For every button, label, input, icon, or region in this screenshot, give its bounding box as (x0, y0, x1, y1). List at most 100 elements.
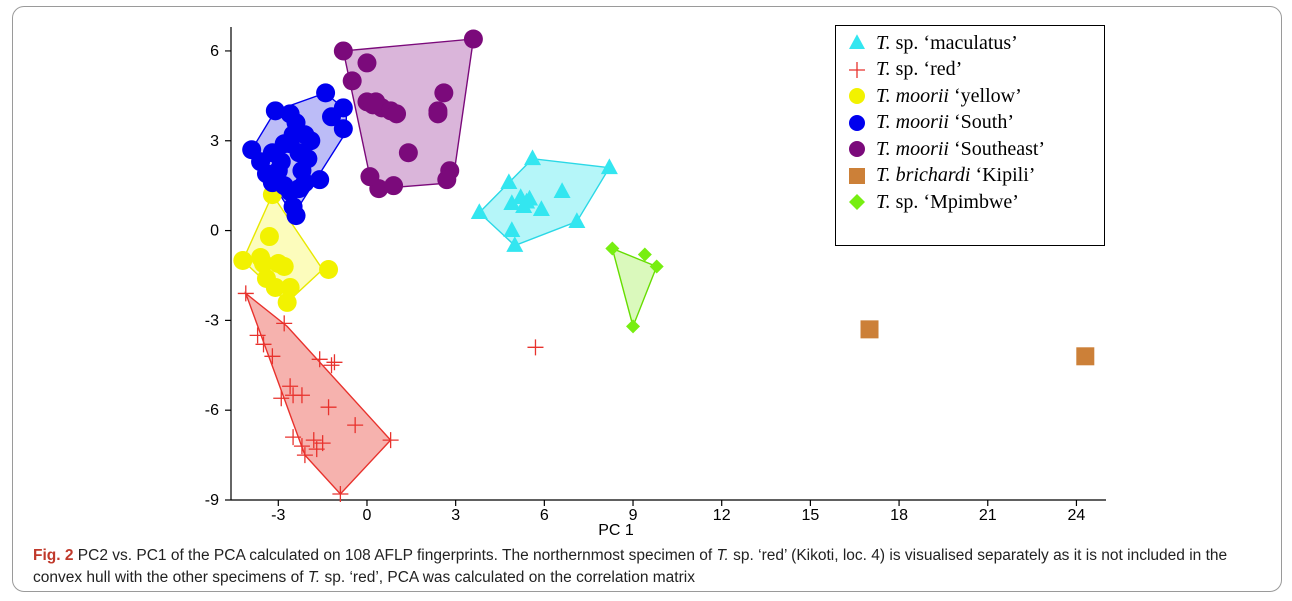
point-series-4 (384, 176, 404, 196)
x-tick-label: 3 (451, 507, 460, 524)
figure-label: Fig. 2 (33, 547, 74, 564)
point-series-5 (860, 320, 879, 339)
x-tick-label: 18 (890, 507, 908, 524)
hull-series-1 (244, 291, 392, 496)
point-series-1 (293, 387, 310, 404)
point-series-3 (265, 101, 285, 121)
legend-marker-shape (849, 34, 865, 50)
legend-label-rest: ‘South’ (948, 111, 1014, 134)
legend-marker (849, 114, 865, 131)
point-series-3 (310, 170, 330, 190)
point-series-2 (254, 254, 274, 273)
point-series-0 (524, 149, 542, 166)
point-series-4 (333, 41, 353, 61)
caption-segment: sp. ‘red’ (Kikoti, loc. 4) is visualised… (33, 547, 1228, 586)
point-series-2 (274, 256, 294, 276)
legend-label-italic: T. (876, 58, 891, 81)
point-series-4 (342, 71, 362, 91)
hull-series-6 (611, 247, 658, 329)
legend-label-rest: ‘Southeast’ (948, 137, 1046, 160)
legend-marker (849, 88, 865, 105)
point-series-1 (285, 429, 302, 446)
legend-marker-shape (849, 88, 865, 105)
legend-item: T. moorii ‘yellow’ (846, 83, 1104, 110)
point-series-3 (242, 140, 262, 160)
point-series-0 (506, 236, 524, 252)
point-series-1 (276, 315, 293, 332)
legend-label-rest: sp. ‘Mpimbwe’ (890, 190, 1019, 213)
x-axis-label: PC 1 (598, 522, 634, 537)
point-series-3 (301, 131, 321, 151)
legend-label-rest: sp. ‘maculatus’ (890, 31, 1018, 54)
point-series-2 (259, 227, 279, 247)
point-series-3 (286, 206, 306, 226)
y-tick-label: -6 (205, 402, 219, 419)
legend-label: T. moorii ‘South’ (876, 111, 1014, 134)
legend-marker (849, 141, 865, 158)
point-series-2 (280, 277, 300, 297)
legend-marker-shape (849, 114, 865, 131)
point-series-1 (273, 390, 290, 407)
legend-marker (849, 167, 865, 184)
point-series-3 (333, 98, 353, 118)
point-series-1 (249, 327, 266, 344)
point-series-0 (515, 197, 533, 213)
legend-label-italic: T. (876, 31, 891, 54)
point-series-1 (527, 339, 544, 356)
legend-label-italic: T. (876, 190, 891, 213)
legend-label-italic: T. moorii (876, 84, 949, 107)
legend-label: T. moorii ‘yellow’ (876, 85, 1022, 108)
legend-marker-shape (849, 61, 865, 78)
x-tick-label: 24 (1068, 507, 1086, 524)
point-series-6 (637, 247, 652, 262)
x-tick-label: 6 (540, 507, 549, 524)
x-tick-label: -3 (271, 507, 285, 524)
point-series-4 (360, 167, 380, 187)
point-series-1 (311, 351, 328, 368)
legend-item: T. moorii ‘Southeast’ (846, 136, 1104, 163)
point-series-4 (428, 104, 448, 124)
point-series-2 (233, 251, 253, 271)
legend-label-rest: sp. ‘red’ (890, 58, 963, 81)
point-series-4 (434, 83, 454, 103)
legend-label: T. sp. ‘Mpimbwe’ (876, 191, 1019, 214)
legend-item: T. sp. ‘red’ (846, 57, 1104, 84)
caption-segment: T. (716, 547, 729, 564)
legend-label: T. moorii ‘Southeast’ (876, 138, 1045, 161)
legend-marker-shape (849, 194, 865, 211)
legend: T. sp. ‘maculatus’ T. sp. ‘red’ T. moorii … (835, 25, 1105, 246)
point-series-3 (274, 134, 294, 154)
legend-marker (849, 61, 865, 78)
x-tick-label: 12 (713, 507, 731, 524)
caption-segment: sp. ‘red’, PCA was calculated on the cor… (320, 569, 695, 586)
figure-frame: -9 -6 -3 0 3 6 -3 0 3 6 9 12 15 18 21 24 PC 1 T. sp. ‘m… (12, 6, 1282, 592)
point-series-6 (649, 259, 664, 274)
point-series-3 (268, 161, 288, 181)
legend-label: T. sp. ‘red’ (876, 58, 962, 81)
legend-label: T. sp. ‘maculatus’ (876, 32, 1018, 55)
legend-label-italic: T. moorii (876, 111, 949, 134)
point-series-0 (470, 203, 488, 219)
legend-marker (849, 194, 865, 211)
caption-segment: T. (307, 569, 321, 586)
point-series-1 (264, 348, 281, 365)
point-series-1 (323, 357, 340, 374)
point-series-4 (463, 29, 483, 49)
convex-hulls (241, 38, 658, 496)
caption-text: PC2 vs. PC1 of the PCA calculated on 108… (33, 547, 1227, 586)
point-series-1 (296, 447, 313, 464)
point-series-4 (357, 53, 377, 73)
pca-scatter-plot: -9 -6 -3 0 3 6 -3 0 3 6 9 12 15 18 21 24 PC 1 (205, 27, 1106, 537)
point-series-0 (553, 182, 571, 199)
legend-label-rest: ‘yellow’ (948, 84, 1022, 107)
figure-caption: Fig. 2 PC2 vs. PC1 of the PCA calculated… (33, 545, 1273, 589)
point-series-0 (568, 212, 586, 228)
hull-series-4 (342, 38, 475, 190)
point-series-1 (237, 285, 254, 302)
x-tick-label: 9 (629, 507, 638, 524)
y-tick-label: -9 (205, 492, 219, 509)
point-series-2 (265, 277, 285, 297)
y-tick-label: 0 (210, 223, 219, 240)
point-series-0 (503, 221, 521, 237)
legend-item: T. sp. ‘Mpimbwe’ (846, 189, 1104, 216)
